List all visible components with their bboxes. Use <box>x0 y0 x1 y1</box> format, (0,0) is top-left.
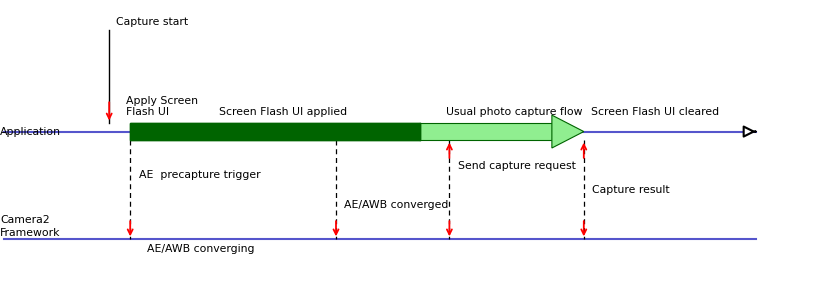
Text: Camera2
Framework: Camera2 Framework <box>0 215 60 238</box>
Text: Application: Application <box>0 126 61 137</box>
Text: AE/AWB converged: AE/AWB converged <box>344 200 449 210</box>
Text: AE/AWB converging: AE/AWB converging <box>147 244 255 254</box>
Bar <box>420 123 552 140</box>
Text: Screen Flash UI applied: Screen Flash UI applied <box>219 107 348 117</box>
Text: Capture result: Capture result <box>592 185 669 195</box>
Bar <box>130 123 420 140</box>
Polygon shape <box>552 115 584 148</box>
Bar <box>130 123 420 140</box>
Text: Capture start: Capture start <box>116 17 188 27</box>
Text: Usual photo capture flow: Usual photo capture flow <box>446 107 583 117</box>
Text: Send capture request: Send capture request <box>458 161 575 171</box>
Text: AE  precapture trigger: AE precapture trigger <box>139 170 260 180</box>
Text: Screen Flash UI cleared: Screen Flash UI cleared <box>591 107 719 117</box>
Text: Apply Screen
Flash UI: Apply Screen Flash UI <box>126 96 198 117</box>
